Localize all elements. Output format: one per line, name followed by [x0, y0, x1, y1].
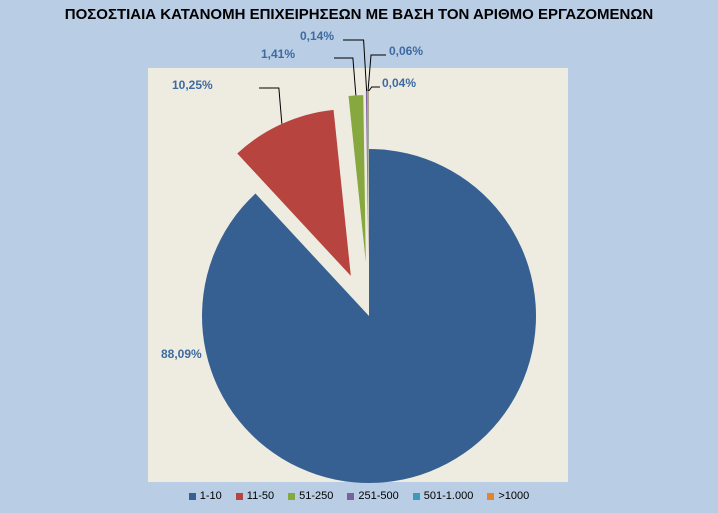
legend-label: >1000: [498, 490, 530, 502]
data-label: 0,06%: [389, 44, 423, 58]
pie-slice-251-500: [365, 91, 369, 259]
pie-slice-51-250: [348, 95, 366, 263]
data-label: 0,04%: [382, 76, 416, 90]
chart-title: ΠΟΣΟΣΤΙΑΙΑ ΚΑΤΑΝΟΜΗ ΕΠΙΧΕΙΡΗΣΕΩΝ ΜΕ ΒΑΣΗ…: [64, 6, 654, 23]
legend-swatch: [188, 492, 196, 500]
legend-swatch: [288, 492, 296, 500]
pie-slice-501-1-000: [367, 91, 369, 259]
legend-label: 1-10: [199, 490, 222, 502]
data-label: 10,25%: [172, 78, 213, 92]
legend: 1-10 11-50 51-250 251-500 501-1.000 >1000: [0, 490, 718, 502]
legend-swatch: [235, 492, 243, 500]
leader-line: [259, 87, 283, 124]
legend-label: 501-1.000: [423, 490, 474, 502]
leader-line: [343, 39, 368, 92]
legend-label: 251-500: [358, 490, 399, 502]
pie-slice-11-50: [237, 109, 351, 276]
leader-line: [368, 86, 380, 92]
leader-line: [367, 54, 386, 92]
data-label: 1,41%: [261, 47, 295, 61]
legend-label: 11-50: [246, 490, 275, 502]
legend-item: 251-500: [347, 490, 399, 502]
data-label: 88,09%: [161, 347, 202, 361]
legend-item: 501-1.000: [412, 490, 474, 502]
legend-item: 11-50: [235, 490, 275, 502]
leader-line: [334, 57, 357, 96]
data-label: 0,14%: [300, 29, 334, 43]
legend-swatch: [487, 492, 495, 500]
pie-slice-1-10: [202, 149, 537, 483]
legend-item: >1000: [487, 490, 529, 502]
legend-item: 51-250: [288, 490, 333, 502]
legend-item: 1-10: [188, 490, 222, 502]
legend-swatch: [412, 492, 420, 500]
legend-label: 51-250: [299, 490, 334, 502]
legend-swatch: [347, 492, 355, 500]
